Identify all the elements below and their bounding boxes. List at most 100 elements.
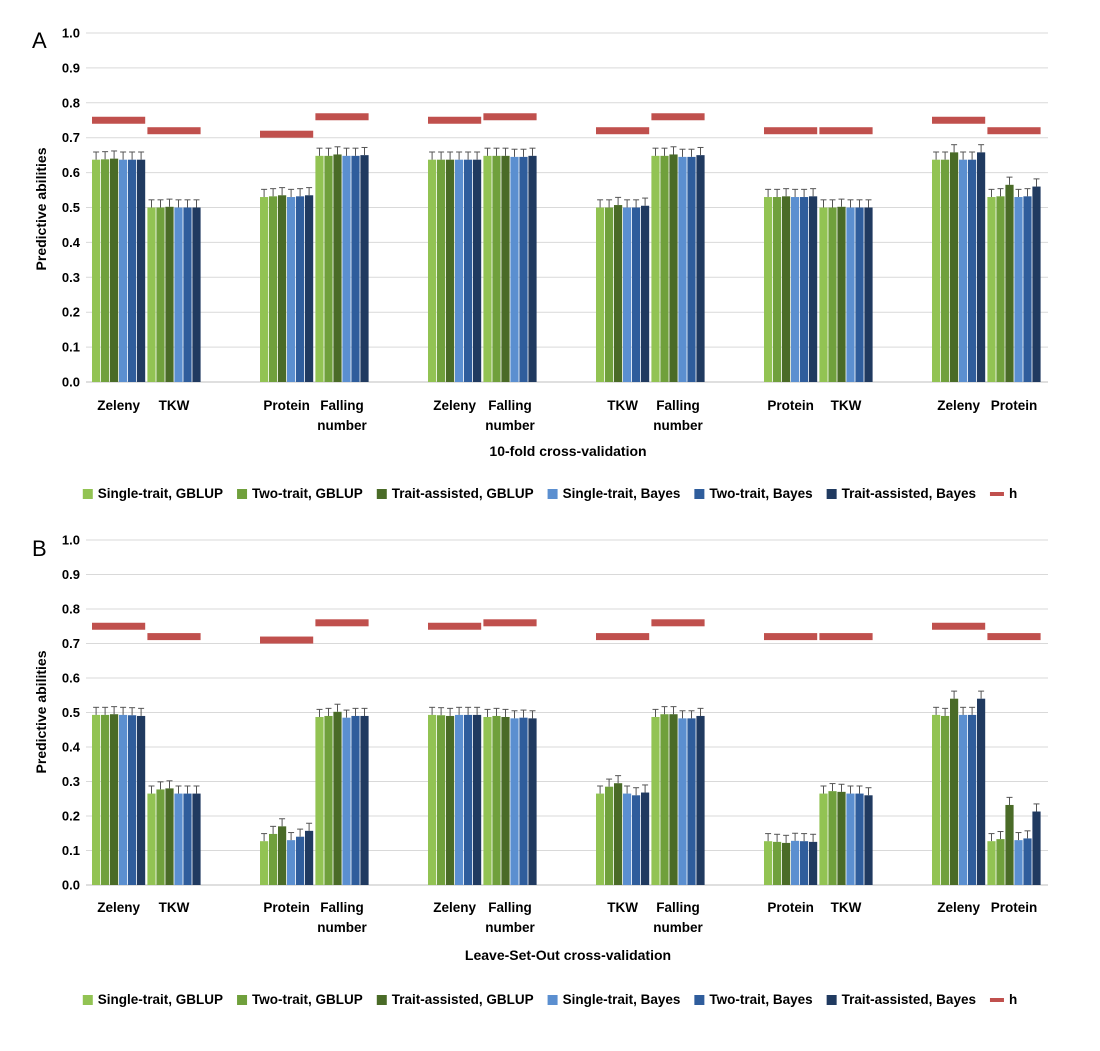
heritability-marker bbox=[483, 113, 537, 121]
heritability-marker bbox=[764, 633, 818, 641]
bar bbox=[128, 159, 137, 382]
y-tick-label: 0.2 bbox=[62, 305, 80, 320]
bar bbox=[669, 714, 678, 885]
legend-label: Single-trait, Bayes bbox=[563, 992, 681, 1007]
category-label: Zeleny bbox=[433, 900, 476, 915]
y-tick-label: 0.5 bbox=[62, 705, 80, 720]
bar bbox=[269, 833, 278, 885]
category-label: Protein bbox=[991, 900, 1038, 915]
bar bbox=[501, 716, 510, 885]
bar bbox=[305, 195, 314, 382]
heritability-marker bbox=[651, 619, 705, 627]
bar bbox=[651, 155, 660, 382]
panel-a: A 0.0 0.1 0.2 0.3 0.4 0.5 0.6 0.7 0.8 0.9 1.0 Zelen… bbox=[32, 26, 1048, 501]
bar bbox=[950, 152, 959, 382]
legend-swatch bbox=[547, 489, 558, 499]
category-label: Falling bbox=[488, 398, 532, 413]
legend-swatch-line bbox=[989, 998, 1004, 1002]
legend-swatch bbox=[694, 995, 705, 1005]
category-label: Protein bbox=[263, 398, 310, 413]
bar bbox=[846, 207, 855, 382]
y-tick-label: 0.6 bbox=[62, 165, 80, 180]
heritability-marker bbox=[260, 130, 314, 138]
heritability-marker bbox=[147, 127, 201, 135]
bar bbox=[137, 159, 146, 382]
category-label: number bbox=[653, 418, 703, 433]
bar bbox=[260, 197, 269, 382]
bar bbox=[324, 155, 333, 382]
category-label: Zeleny bbox=[937, 900, 980, 915]
bar bbox=[492, 715, 501, 885]
heritability-marker bbox=[147, 633, 201, 641]
heritability-marker bbox=[651, 113, 705, 121]
plot-b: 0.0 0.1 0.2 0.3 0.4 0.5 0.6 0.7 0.8 0.9 1.0 Zeleny T… bbox=[62, 533, 1048, 935]
category-label: Zeleny bbox=[97, 398, 140, 413]
bar bbox=[128, 715, 137, 885]
bar bbox=[192, 207, 201, 382]
heritability-marker bbox=[819, 633, 873, 641]
bar bbox=[360, 715, 369, 885]
legend-label: Single-trait, GBLUP bbox=[98, 486, 223, 501]
heritability-marker bbox=[483, 619, 537, 627]
bar bbox=[696, 155, 705, 382]
category-label: Zeleny bbox=[937, 398, 980, 413]
legend-swatch bbox=[82, 489, 93, 499]
legend-swatch bbox=[376, 995, 387, 1005]
bar bbox=[464, 159, 473, 382]
bar bbox=[183, 207, 192, 382]
bar bbox=[1023, 838, 1032, 885]
heritability-marker bbox=[987, 127, 1041, 135]
bar bbox=[819, 793, 828, 885]
bar bbox=[846, 793, 855, 885]
bar bbox=[137, 715, 146, 885]
category-label: TKW bbox=[607, 398, 638, 413]
bar bbox=[614, 783, 623, 885]
bar bbox=[483, 716, 492, 885]
bar bbox=[968, 159, 977, 382]
bar bbox=[492, 155, 501, 382]
bar bbox=[351, 155, 360, 382]
bar bbox=[528, 718, 537, 885]
bar bbox=[605, 786, 614, 885]
heritability-marker bbox=[260, 636, 314, 644]
plot-a: 0.0 0.1 0.2 0.3 0.4 0.5 0.6 0.7 0.8 0.9 1.0 Zeleny T… bbox=[62, 26, 1048, 433]
bar bbox=[1005, 184, 1014, 382]
bar bbox=[837, 791, 846, 885]
bar bbox=[473, 159, 482, 382]
legend-item: h bbox=[989, 486, 1017, 501]
y-tick-label: 1.0 bbox=[62, 26, 80, 41]
bar bbox=[165, 788, 174, 885]
bar bbox=[192, 793, 201, 885]
category-label: TKW bbox=[831, 398, 862, 413]
legend-label: h bbox=[1009, 486, 1017, 501]
bar bbox=[996, 839, 1005, 885]
bar bbox=[510, 156, 519, 382]
legend-item: Single-trait, GBLUP bbox=[82, 992, 223, 1007]
legend-item: Two-trait, GBLUP bbox=[237, 992, 363, 1007]
bar bbox=[278, 826, 287, 885]
y-tick-label: 0.3 bbox=[62, 270, 80, 285]
bar bbox=[800, 841, 809, 885]
bar bbox=[437, 715, 446, 885]
category-label: number bbox=[485, 920, 535, 935]
y-tick-label: 0.8 bbox=[62, 95, 80, 110]
bar bbox=[269, 196, 278, 382]
bar bbox=[977, 152, 986, 382]
bar bbox=[1014, 840, 1023, 885]
bar bbox=[1032, 811, 1041, 885]
bar bbox=[324, 715, 333, 885]
legend-label: Two-trait, Bayes bbox=[709, 486, 812, 501]
legend-item: Two-trait, Bayes bbox=[694, 992, 813, 1007]
y-axis-title-b: Predictive abilities bbox=[33, 650, 49, 773]
bar bbox=[92, 714, 101, 885]
category-label: Falling bbox=[320, 398, 364, 413]
y-tick-label: 1.0 bbox=[62, 533, 80, 548]
heritability-marker bbox=[932, 622, 986, 630]
bar bbox=[632, 795, 641, 885]
bar bbox=[1014, 197, 1023, 382]
bar bbox=[641, 205, 650, 382]
bar bbox=[791, 840, 800, 885]
heritability-marker bbox=[819, 127, 873, 135]
legend-label: Trait-assisted, GBLUP bbox=[392, 992, 534, 1007]
